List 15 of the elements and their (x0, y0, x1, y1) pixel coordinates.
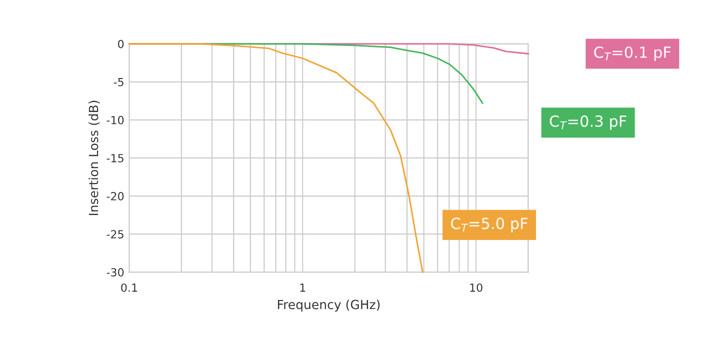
text: C$_{T}$=5.0 pF (451, 218, 528, 232)
y-tick-label: -15 (106, 154, 124, 162)
y-tick-label: 0 (118, 40, 124, 48)
x-tick-label: 10 (470, 283, 482, 292)
text: C$_{T}$=0.3 pF (550, 115, 626, 130)
y-tick-label: -20 (106, 192, 124, 200)
y-axis-title: Insertion Loss (dB) (88, 100, 100, 216)
text: C$_{T}$=0.1 pF (594, 46, 671, 61)
x-tick-label: 0.1 (121, 283, 138, 292)
y-tick-label: -30 (106, 268, 124, 277)
x-tick-label: 1 (300, 284, 306, 292)
y-tick-label: -10 (106, 116, 124, 124)
x-axis-title: Frequency (GHz) (278, 300, 380, 312)
y-tick-label: -25 (106, 230, 124, 238)
y-tick-label: -5 (114, 78, 124, 86)
